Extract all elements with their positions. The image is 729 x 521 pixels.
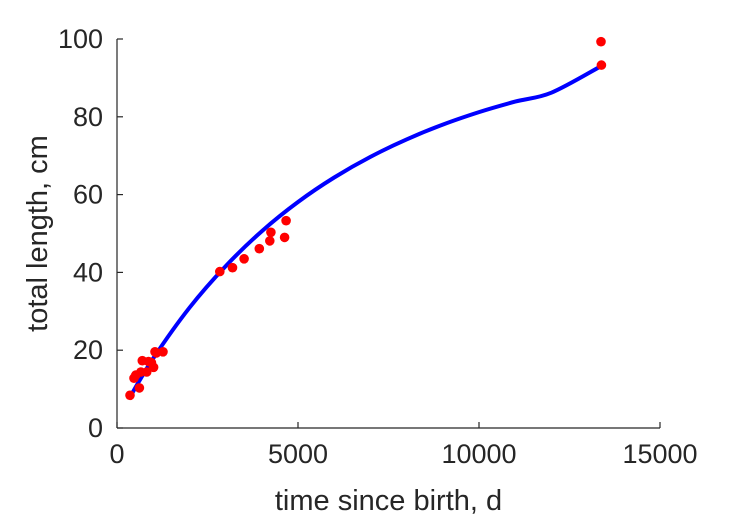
y-axis: 0 20 40 60 80 100: [58, 24, 123, 443]
x-axis-label: time since birth, d: [275, 485, 502, 517]
plot-area: [125, 36, 607, 401]
data-point: [148, 362, 159, 373]
x-tick-label: 0: [109, 439, 124, 469]
x-tick-label: 15000: [622, 439, 697, 469]
data-point: [254, 243, 265, 254]
data-point: [141, 367, 152, 377]
y-tick-label: 80: [73, 102, 103, 132]
x-tick-label: 5000: [268, 439, 328, 469]
x-tick-label: 10000: [441, 439, 516, 469]
data-point: [265, 236, 275, 246]
data-point: [134, 383, 145, 393]
fit-curve: [128, 64, 603, 399]
data-point: [158, 347, 168, 357]
y-tick-label: 60: [73, 180, 103, 210]
x-axis: 0 5000 10000 15000: [109, 422, 698, 469]
y-tick-label: 0: [88, 413, 103, 443]
data-point: [266, 227, 276, 238]
y-tick-label: 20: [73, 335, 103, 365]
data-point: [279, 232, 290, 243]
y-axis-label: total length, cm: [22, 135, 54, 332]
y-tick-label: 100: [58, 24, 103, 54]
data-point: [227, 262, 238, 273]
data-point: [215, 266, 225, 277]
data-point: [596, 36, 606, 47]
data-point: [281, 215, 291, 226]
y-tick-label: 40: [73, 257, 103, 287]
data-point: [596, 60, 607, 70]
data-point: [239, 253, 249, 264]
data-point: [125, 390, 135, 401]
